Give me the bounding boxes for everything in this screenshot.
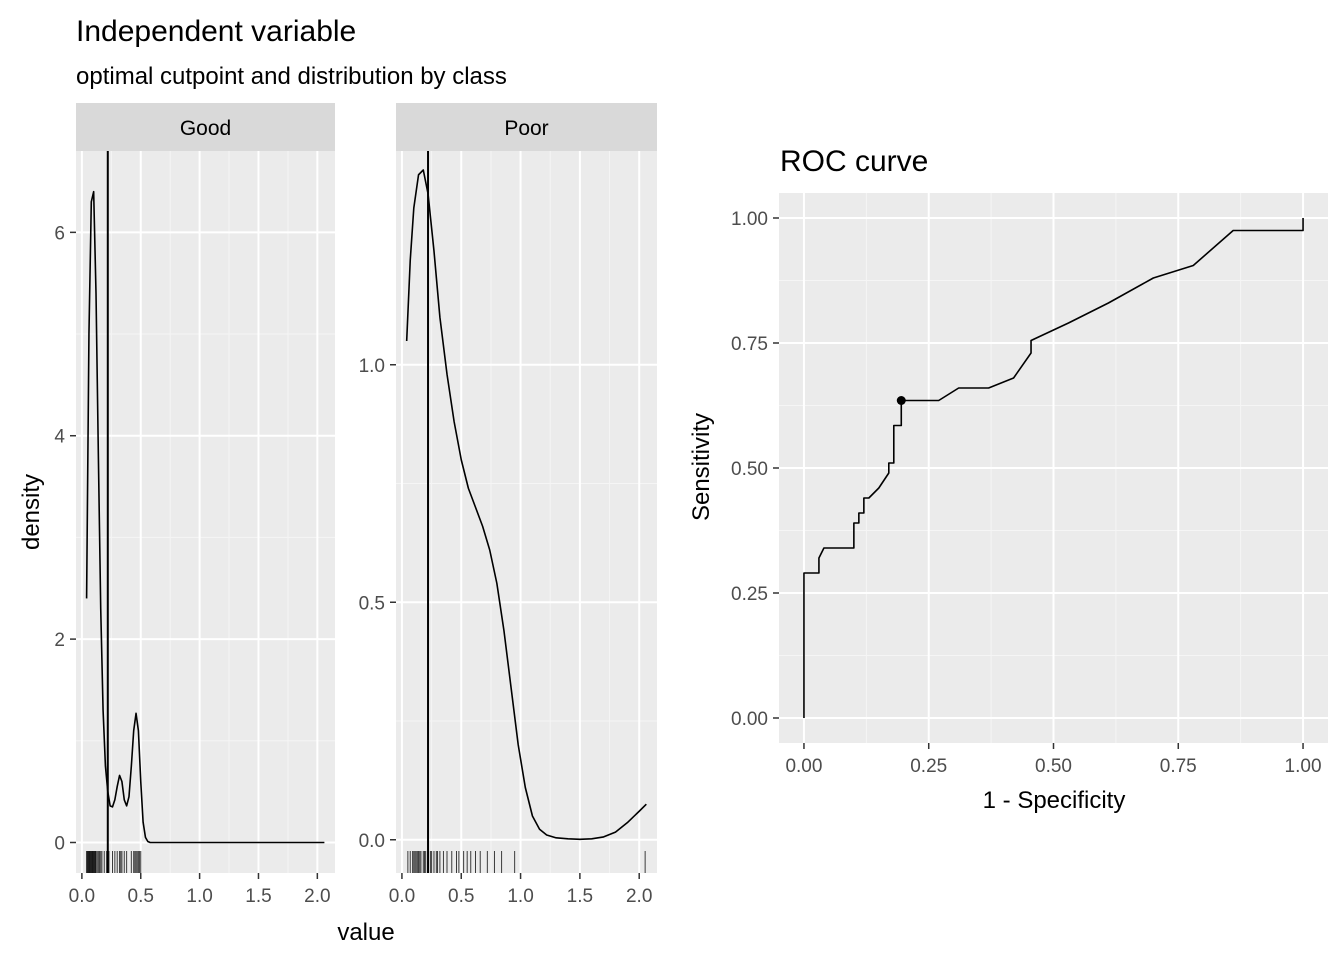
facet-strip xyxy=(396,103,657,151)
roc-panel: 0.00 0.25 0.50 0.75 1.00 0.00 0.25 0.50 0.75 1.00 xyxy=(731,193,1328,777)
density-line-good xyxy=(85,190,325,844)
x-tick-label: 0.5 xyxy=(448,886,474,907)
y-tick-label: 4 xyxy=(54,427,65,448)
y-tick-label: 0.75 xyxy=(731,334,768,355)
x-tick-label: 2.0 xyxy=(304,886,330,907)
y-tick-label: 0.50 xyxy=(731,459,768,480)
facet-panel-good: 0.0 0.5 1.0 1.5 2.0 0 2 4 6 Good xyxy=(54,103,335,907)
x-tick-label: 1.5 xyxy=(567,886,593,907)
facet-panel-poor: 0.0 0.5 1.0 1.5 2.0 0.0 0.5 1.0 Poor xyxy=(359,103,657,907)
y-tick-label: 0 xyxy=(54,833,65,854)
y-tick-label: 1.00 xyxy=(731,209,768,230)
density-x-axis-label: value xyxy=(337,919,394,946)
x-tick-label: 0.25 xyxy=(910,756,947,777)
x-tick-label: 1.0 xyxy=(507,886,533,907)
x-tick-label: 1.00 xyxy=(1285,756,1322,777)
chart-subtitle: optimal cutpoint and distribution by cla… xyxy=(76,63,507,90)
y-tick-label: 0.0 xyxy=(359,831,385,852)
facet-strip xyxy=(76,103,335,151)
x-tick-label: 0.75 xyxy=(1160,756,1197,777)
facet-strip-label: Poor xyxy=(504,117,548,140)
x-tick-label: 0.50 xyxy=(1035,756,1072,777)
roc-curve-line xyxy=(803,218,1304,718)
y-tick-label: 6 xyxy=(54,223,65,244)
chart-title: Independent variable xyxy=(76,15,356,48)
y-tick-label: 1.0 xyxy=(359,356,385,377)
x-tick-label: 2.0 xyxy=(626,886,652,907)
x-tick-label: 1.0 xyxy=(186,886,212,907)
roc-y-axis-label: Sensitivity xyxy=(688,413,715,521)
roc-title: ROC curve xyxy=(780,145,928,178)
y-tick-label: 2 xyxy=(54,630,65,651)
x-tick-label: 0.00 xyxy=(785,756,822,777)
x-tick-label: 0.0 xyxy=(389,886,415,907)
optimal-cutpoint-marker xyxy=(896,396,906,405)
panel-background xyxy=(76,151,335,873)
x-tick-label: 0.5 xyxy=(128,886,154,907)
x-tick-label: 1.5 xyxy=(245,886,271,907)
y-tick-label: 0.5 xyxy=(359,593,385,614)
x-tick-label: 0.0 xyxy=(69,886,95,907)
y-tick-label: 0.25 xyxy=(731,584,768,605)
facet-strip-label: Good xyxy=(180,117,231,140)
roc-x-axis-label: 1 - Specificity xyxy=(983,787,1126,814)
panel-background xyxy=(396,151,657,873)
y-tick-label: 0.00 xyxy=(731,709,768,730)
density-y-axis-label: density xyxy=(18,474,45,550)
